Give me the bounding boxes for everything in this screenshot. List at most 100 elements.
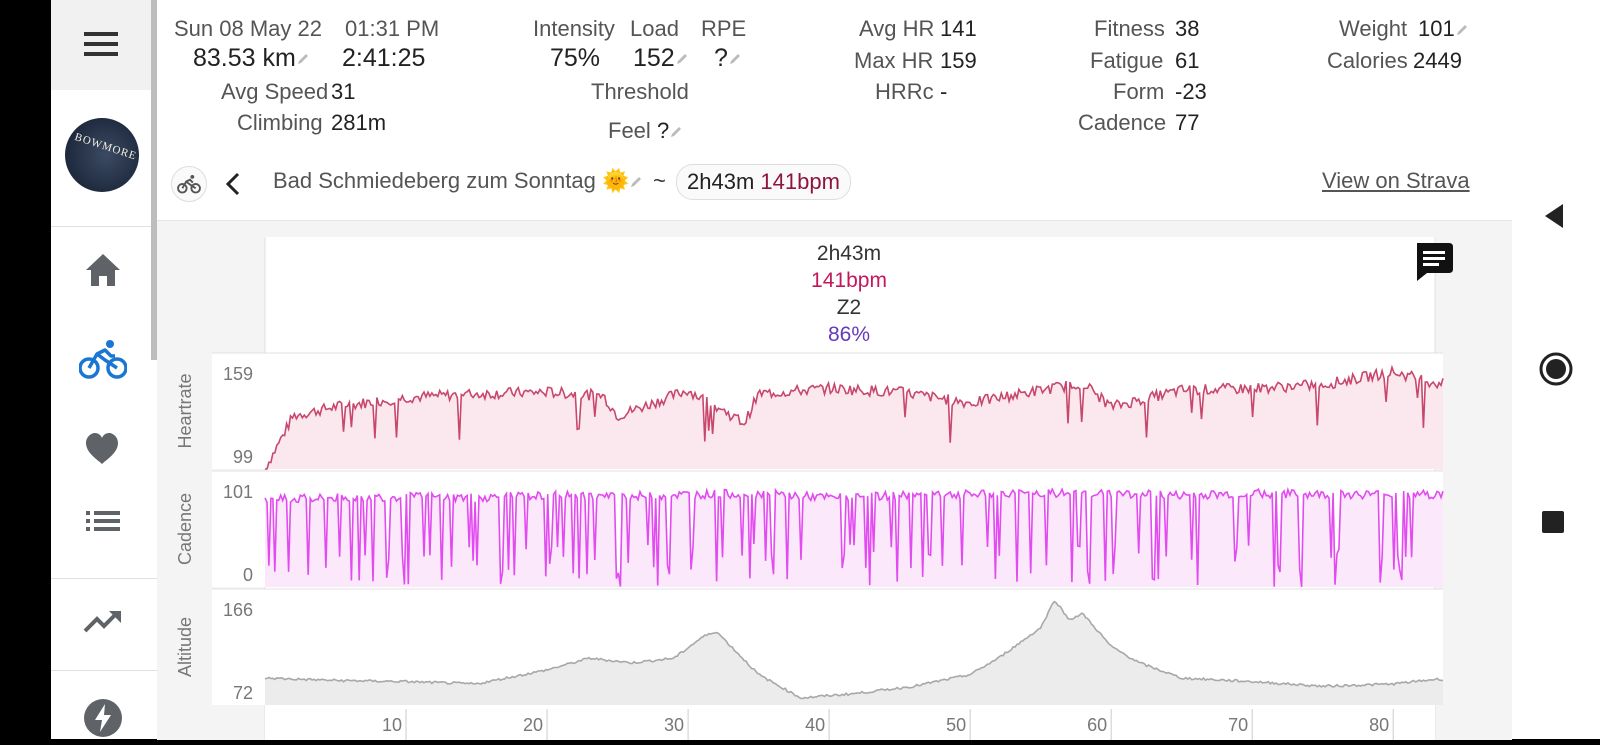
fitness-value: 38 (1175, 16, 1200, 41)
summary-zone-pct: 86% (828, 323, 870, 346)
x-axis-band (265, 705, 1435, 740)
series-area-altitude (265, 601, 1443, 705)
calories-value: 2449 (1413, 48, 1462, 73)
left-black-bar (0, 0, 51, 739)
circle-icon[interactable] (1539, 352, 1573, 386)
title-separator: ~ (653, 168, 666, 193)
avatar[interactable]: BOWMORE (65, 118, 139, 192)
edit-pencil-icon[interactable] (1455, 23, 1469, 37)
summary-zone: Z2 (837, 296, 862, 319)
activity-title[interactable]: Bad Schmiedeberg zum Sonntag 🌞 (273, 168, 643, 194)
cadence-value: 77 (1175, 110, 1200, 135)
feel-label: Feel (608, 118, 651, 143)
chart-pane-heartrate: 159 99 Heartrate (175, 352, 1444, 470)
summary-hr: 141bpm (811, 269, 887, 292)
summary-chip[interactable]: 2h43m 141bpm (676, 164, 851, 200)
back-icon[interactable] (1543, 202, 1565, 230)
chart-pane-cadence: 101 0 Cadence (175, 470, 1444, 587)
edit-pencil-icon[interactable] (669, 125, 683, 139)
y-tick-label: 159 (223, 364, 253, 384)
series-line-altitude (264, 600, 1444, 700)
y-tick-label: 72 (233, 683, 253, 703)
x-tick-label: 20 (523, 715, 543, 735)
form-value: -23 (1175, 79, 1207, 104)
fatigue-value: 61 (1175, 48, 1200, 73)
bike-icon[interactable] (79, 338, 127, 380)
edit-pencil-icon[interactable] (728, 52, 742, 66)
view-on-strava-link[interactable]: View on Strava (1322, 168, 1470, 193)
y-tick-label: 0 (243, 565, 253, 585)
climbing-label: Climbing (237, 110, 323, 135)
y-axis-label: Altitude (175, 617, 195, 677)
weight-label: Weight (1339, 16, 1408, 41)
menu-button[interactable] (51, 0, 157, 90)
avg-speed-value: 31 (331, 79, 356, 104)
rpe-label: RPE (701, 16, 747, 41)
home-icon[interactable] (84, 252, 122, 288)
calories-label: Calories (1327, 48, 1408, 73)
intensity-value: 75% (550, 44, 601, 72)
avatar-logo-text: BOWMORE (73, 131, 139, 163)
threshold-label: Threshold (591, 79, 689, 104)
avg-speed-label: Avg Speed (221, 79, 329, 104)
intensity-label: Intensity (533, 16, 615, 41)
x-tick-label: 10 (382, 715, 402, 735)
weight-value[interactable]: 101 (1418, 16, 1469, 42)
list-icon[interactable] (86, 510, 120, 532)
x-tick-label: 40 (805, 715, 825, 735)
feel-value[interactable]: ? (657, 118, 683, 144)
activity-type-button[interactable] (171, 166, 207, 202)
sidebar: BOWMORE (51, 0, 158, 739)
edit-pencil-icon[interactable] (296, 52, 310, 66)
max-hr-label: Max HR (854, 48, 934, 73)
chip-time: 2h43m (687, 169, 755, 194)
y-axis-label: Heartrate (175, 373, 195, 448)
distance-value[interactable]: 83.53 km (193, 44, 310, 73)
activity-date: Sun 08 May 22 (174, 16, 322, 41)
square-icon[interactable] (1542, 511, 1564, 533)
fitness-label: Fitness (1094, 16, 1165, 41)
cadence-label: Cadence (1078, 110, 1167, 135)
duration-value: 2:41:25 (342, 44, 426, 72)
heart-icon[interactable] (84, 432, 120, 466)
hrrc-value: - (940, 79, 948, 104)
y-tick-label: 101 (223, 482, 253, 502)
edit-pencil-icon[interactable] (629, 175, 643, 189)
y-tick-label: 166 (223, 600, 253, 620)
android-nav-bar (1512, 0, 1600, 739)
rpe-value[interactable]: ? (714, 44, 742, 73)
chevron-left-icon[interactable] (225, 172, 241, 196)
comment-icon[interactable] (1417, 243, 1453, 281)
chip-hr: 141bpm (760, 169, 840, 194)
bolt-icon[interactable] (83, 698, 123, 738)
bike-icon (177, 174, 201, 194)
y-axis-label: Cadence (175, 493, 195, 565)
chart-pane-altitude: 166 72 Altitude (175, 588, 1444, 705)
edit-pencil-icon[interactable] (675, 52, 689, 66)
activity-time: 01:31 PM (345, 16, 440, 41)
series-area-heartrate (265, 367, 1443, 469)
summary-time: 2h43m (817, 242, 881, 265)
x-tick-label: 80 (1369, 715, 1389, 735)
x-tick-label: 70 (1228, 715, 1248, 735)
x-tick-label: 50 (946, 715, 966, 735)
series-line-heartrate (265, 364, 1444, 470)
hamburger-icon (84, 32, 118, 56)
load-value[interactable]: 152 (633, 44, 689, 73)
fatigue-label: Fatigue (1090, 48, 1164, 73)
sidebar-scrollbar[interactable] (151, 0, 157, 360)
hrrc-label: HRRc (875, 79, 934, 104)
climbing-value: 281m (331, 110, 387, 135)
x-tick-label: 30 (664, 715, 684, 735)
series-line-cadence (264, 486, 1444, 587)
activity-chart[interactable]: 2h43m 141bpm Z2 86% 159 99 Heartrate 101 0 Ca… (157, 221, 1512, 740)
chart-panel: 2h43m 141bpm Z2 86% 159 99 Heartrate 101 0 Ca… (157, 220, 1512, 740)
max-hr-value: 159 (940, 48, 977, 73)
avg-hr-label: Avg HR (859, 16, 935, 41)
load-label: Load (630, 16, 679, 41)
form-label: Form (1113, 79, 1165, 104)
x-tick-label: 60 (1087, 715, 1107, 735)
y-tick-label: 99 (233, 447, 253, 467)
avg-hr-value: 141 (940, 16, 977, 41)
trend-icon[interactable] (83, 608, 123, 634)
